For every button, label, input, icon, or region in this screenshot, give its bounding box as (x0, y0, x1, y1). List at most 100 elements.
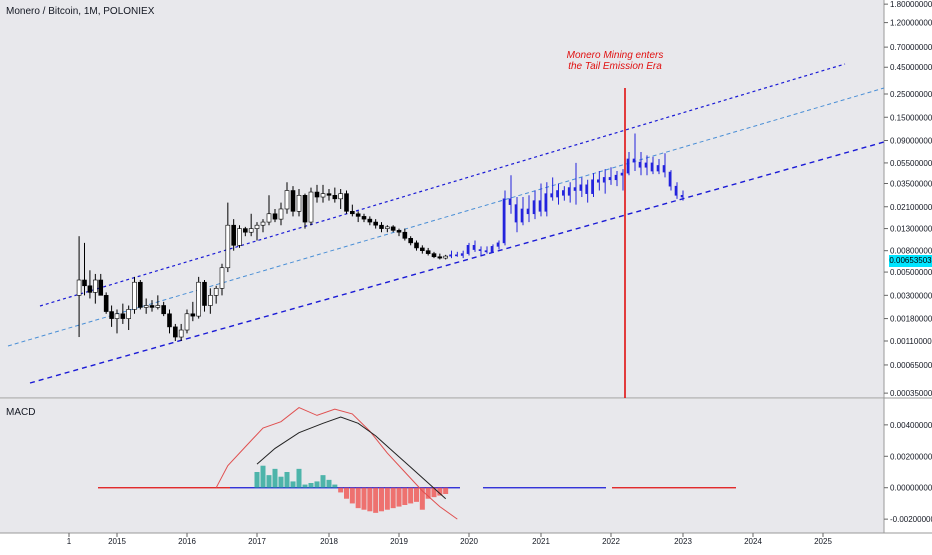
candle-body (550, 193, 553, 198)
candle-body (597, 179, 600, 183)
macd-histogram-bar (361, 487, 367, 510)
candle-body (420, 247, 425, 251)
candle-body (190, 313, 196, 317)
candle-body (425, 250, 431, 254)
candle-body (668, 171, 671, 187)
candle-body (620, 172, 623, 176)
macd-title: MACD (6, 407, 36, 418)
macd-histogram-bar (402, 487, 408, 505)
price-axis-label: 0.01300000 (890, 225, 932, 234)
candle-body (308, 191, 314, 223)
candle-body (361, 216, 367, 220)
candle-body (585, 184, 588, 194)
candle-body (178, 329, 184, 338)
candle-body (674, 185, 677, 196)
candle-body (260, 221, 266, 226)
time-axis-label: 2020 (460, 537, 478, 546)
candle-body (472, 245, 475, 250)
candle-body (290, 190, 296, 212)
candle-body (573, 187, 576, 191)
macd-histogram-bar (338, 487, 344, 493)
macd-histogram-bar (384, 487, 390, 510)
candle-body (455, 254, 458, 257)
macd-histogram-bar (425, 487, 431, 499)
candle-body (656, 165, 659, 172)
macd-histogram-bar (437, 487, 443, 496)
macd-histogram-bar (290, 481, 296, 488)
candle-body (602, 177, 605, 183)
candle-body (437, 256, 443, 259)
candle-body (243, 228, 248, 233)
candle-body (196, 281, 201, 317)
macd-histogram-bar (272, 468, 278, 488)
price-axis-label: 0.03500000 (890, 179, 932, 188)
macd-histogram-bar (320, 475, 326, 488)
macd-histogram-bar (443, 487, 449, 494)
candle-body (278, 208, 284, 220)
candle-body (296, 195, 302, 212)
macd-histogram-bar (332, 484, 338, 488)
candle-body (161, 305, 166, 315)
candle-body (538, 200, 541, 212)
candle-body (173, 326, 178, 338)
candle-body (237, 228, 242, 246)
macd-histogram-bar (296, 468, 302, 488)
time-axis-label: 2022 (602, 537, 620, 546)
price-axis-label: 0.05500000 (890, 159, 932, 168)
price-axis-label: 1.20000000 (890, 19, 932, 28)
candle-body (254, 224, 260, 229)
candle-body (526, 208, 529, 215)
time-axis-label: 2023 (674, 537, 692, 546)
macd-histogram-bar (254, 472, 260, 488)
candle-body (502, 198, 505, 244)
candle-body (132, 281, 137, 310)
candle-body (591, 179, 594, 194)
candle-body (626, 158, 629, 174)
candle-body (338, 193, 343, 200)
candle-body (632, 158, 635, 163)
candle-body (355, 213, 361, 217)
candle-body (109, 311, 114, 319)
candle-body (385, 226, 390, 229)
macd-histogram-bar (278, 476, 284, 488)
candle-body (231, 224, 236, 246)
time-axis-label: 2025 (814, 537, 832, 546)
candle-body (320, 193, 326, 198)
time-axis-label: 2018 (320, 537, 338, 546)
channel-lower-line (29, 141, 885, 384)
candle-body (219, 267, 225, 289)
candle-body (266, 213, 272, 223)
price-axis-label: 0.00065000 (890, 361, 932, 370)
candle-body (248, 228, 254, 233)
macd-axis-label: 0.00200000 (890, 452, 932, 461)
candle-body (396, 230, 402, 233)
candle-body (644, 162, 647, 168)
candle-body (402, 231, 408, 239)
price-axis-label: 0.45000000 (890, 63, 932, 72)
macd-histogram-bar (308, 483, 314, 488)
time-axis-label: 2019 (390, 537, 408, 546)
price-axis-label: 1.80000000 (890, 0, 932, 9)
price-axis-label: 0.15000000 (890, 113, 932, 122)
price-axis-label: 0.00035000 (890, 389, 932, 398)
candle-body (208, 295, 213, 306)
macd-axis-label: 0.00400000 (890, 421, 932, 430)
channel-mid-line (7, 87, 885, 347)
candle-body (103, 295, 109, 312)
candle-body (138, 281, 143, 308)
candle-body (120, 313, 126, 319)
candle-body (449, 254, 452, 257)
price-axis-label: 0.00500000 (890, 268, 932, 277)
candle-body (149, 305, 155, 308)
candle-body (390, 226, 396, 231)
candle-body (608, 177, 611, 181)
candle-body (314, 191, 320, 198)
macd-histogram-bar (266, 475, 272, 488)
macd-histogram-bar (284, 472, 290, 488)
macd-histogram-bar (414, 487, 419, 502)
price-axis-label: 0.00300000 (890, 291, 932, 300)
candle-body (76, 279, 82, 296)
macd-histogram-bar (396, 487, 402, 507)
